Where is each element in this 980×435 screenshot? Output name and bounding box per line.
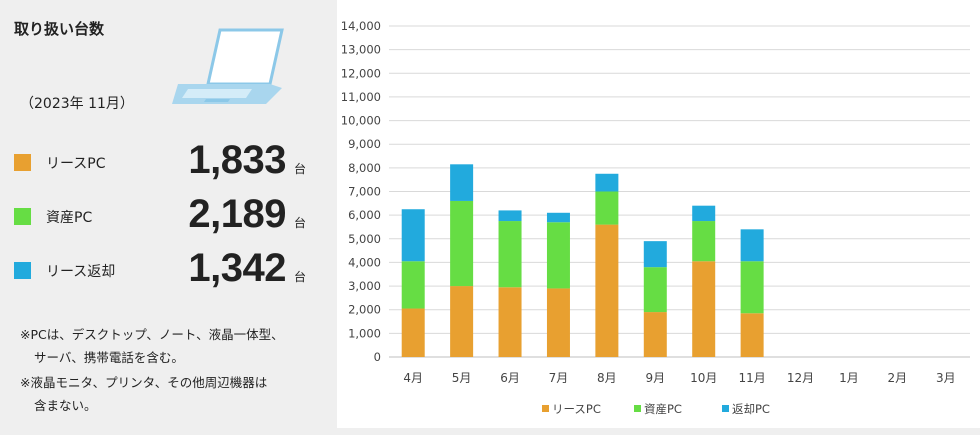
bar-segment [546, 212, 570, 223]
lease-return-unit: 台 [293, 270, 306, 284]
bar-segment [546, 288, 570, 357]
note-line-2: サーバ、携帯電話を含む。 [34, 350, 184, 365]
x-tick-label: 5月 [452, 371, 472, 385]
y-tick-label: 11,000 [341, 90, 381, 104]
legend-swatch [722, 405, 729, 412]
lease-pc-row: リースPC 1,833 台 [14, 138, 324, 186]
bar-segment [692, 205, 716, 222]
y-tick-label: 0 [374, 350, 381, 364]
y-tick-label: 12,000 [341, 66, 381, 80]
x-tick-label: 1月 [839, 371, 859, 385]
x-tick-label: 12月 [787, 371, 814, 385]
x-tick-label: 9月 [645, 371, 665, 385]
legend-swatch [634, 405, 641, 412]
bar-segment [643, 267, 667, 313]
note-line-1: ※PCは、デスクトップ、ノート、液晶一体型、 [20, 327, 284, 342]
x-tick-label: 8月 [597, 371, 617, 385]
legend-swatch [542, 405, 549, 412]
y-tick-label: 7,000 [348, 185, 381, 199]
legend-label: リースPC [552, 402, 601, 416]
bar-segment [595, 173, 619, 192]
lease-pc-unit: 台 [293, 162, 306, 176]
bar-segment [740, 229, 764, 262]
asset-pc-swatch [14, 208, 31, 225]
x-tick-label: 2月 [888, 371, 908, 385]
bar-segment [595, 224, 619, 357]
asset-pc-row: 資産PC 2,189 台 [14, 192, 324, 240]
bar-segment [643, 241, 667, 268]
y-tick-label: 10,000 [341, 114, 381, 128]
legend-label: 資産PC [644, 402, 682, 416]
laptop-icon [172, 28, 284, 104]
note-line-3: ※液晶モニタ、プリンタ、その他周辺機器は [20, 375, 268, 390]
y-tick-label: 5,000 [348, 232, 381, 246]
y-tick-label: 4,000 [348, 255, 381, 269]
lease-return-count: 1,342 [188, 246, 286, 290]
y-tick-label: 1,000 [348, 326, 381, 340]
chart-svg: 0 1,000 2,000 3,000 4,000 5,000 6,000 7,000 8,00… [341, 19, 970, 416]
y-tick-label: 9,000 [348, 137, 381, 151]
bar-segment [546, 222, 570, 289]
lease-return-row: リース返却 1,342 台 [14, 246, 324, 294]
lease-return-label: リース返却 [46, 264, 116, 280]
bar-segment [450, 200, 474, 287]
legend-label: 返却PC [732, 402, 770, 416]
bar-segment [740, 261, 764, 314]
asset-pc-unit: 台 [293, 216, 306, 230]
summary-panel: 取り扱い台数 （2023年 11月） リースPC 1,833 台 資産PC 2,… [0, 0, 330, 435]
bar-segment [401, 209, 425, 262]
y-tick-label: 3,000 [348, 279, 381, 293]
date-label: （2023年 11月） [20, 96, 134, 112]
note-line-4: 含まない。 [34, 398, 97, 413]
lease-pc-count: 1,833 [188, 138, 286, 182]
x-tick-label: 6月 [500, 371, 520, 385]
y-tick-label: 14,000 [341, 19, 381, 33]
bar-segment [498, 221, 522, 288]
stacked-bar-chart: 0 1,000 2,000 3,000 4,000 5,000 6,000 7,000 8,00… [337, 0, 980, 428]
bar-segment [450, 164, 474, 201]
panel-title: 取り扱い台数 [14, 20, 105, 38]
y-tick-label: 13,000 [341, 43, 381, 57]
x-tick-label: 11月 [738, 371, 765, 385]
lease-pc-swatch [14, 154, 31, 171]
x-tick-label: 10月 [690, 371, 717, 385]
asset-pc-label: 資産PC [46, 210, 93, 226]
bar-segment [692, 261, 716, 357]
bar-segment [595, 191, 619, 225]
bar-segment [401, 261, 425, 309]
y-tick-label: 2,000 [348, 303, 381, 317]
y-tick-label: 6,000 [348, 208, 381, 222]
bar-segment [692, 221, 716, 262]
bar-segment [498, 287, 522, 357]
bar-segment [643, 312, 667, 357]
x-tick-label: 3月 [936, 371, 956, 385]
asset-pc-count: 2,189 [188, 192, 286, 236]
lease-return-swatch [14, 262, 31, 279]
bar-segment [498, 210, 522, 222]
x-tick-label: 7月 [549, 371, 569, 385]
y-tick-label: 8,000 [348, 161, 381, 175]
bar-segment [401, 308, 425, 357]
bar-segment [450, 286, 474, 357]
x-tick-label: 4月 [403, 371, 423, 385]
lease-pc-label: リースPC [46, 156, 106, 172]
bar-segment [740, 313, 764, 357]
